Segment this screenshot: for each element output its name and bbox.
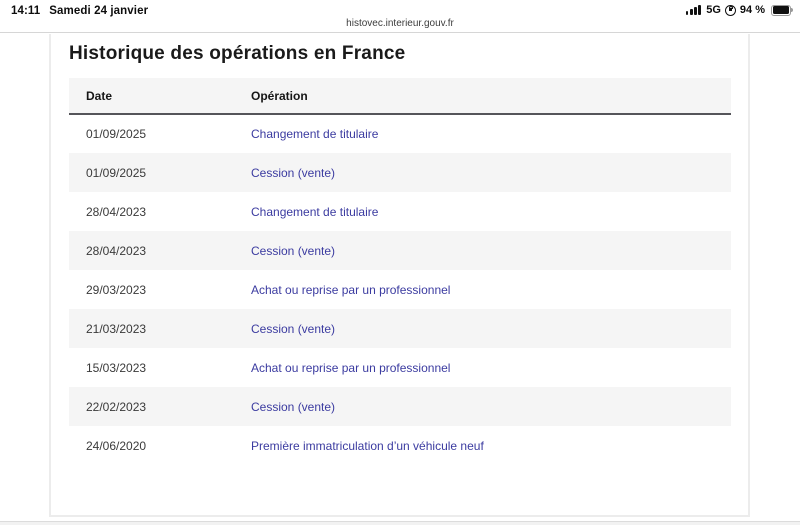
- table-row: 22/02/2023 Cession (vente): [69, 387, 731, 426]
- operation-link[interactable]: Achat ou reprise par un professionnel: [251, 282, 451, 297]
- footer-strip: [0, 521, 800, 525]
- operation-cell: Achat ou reprise par un professionnel: [234, 348, 731, 387]
- date-text: Samedi 24 janvier: [49, 5, 149, 17]
- operation-date: 01/09/2025: [86, 127, 147, 141]
- operation-link[interactable]: Changement de titulaire: [251, 204, 379, 219]
- operation-link[interactable]: Première immatriculation d’un véhicule n…: [251, 438, 484, 453]
- operation-cell: Cession (vente): [234, 387, 731, 426]
- address-bar[interactable]: histovec.interieur.gouv.fr: [346, 18, 454, 29]
- operation-cell: Changement de titulaire: [234, 192, 731, 231]
- table-row: 21/03/2023 Cession (vente): [69, 309, 731, 348]
- column-header-date: Date: [69, 78, 234, 115]
- operation-link[interactable]: Cession (vente): [251, 165, 336, 180]
- status-left: 14:11 Samedi 24 janvier: [11, 5, 148, 17]
- rotation-lock-icon: [724, 4, 736, 16]
- operation-link[interactable]: Achat ou reprise par un professionnel: [251, 360, 451, 375]
- operation-date: 01/09/2025: [86, 165, 147, 180]
- network-type-label: 5G: [706, 4, 721, 16]
- operation-date: 21/03/2023: [86, 321, 147, 336]
- operation-date: 22/02/2023: [86, 399, 147, 414]
- operation-cell: Cession (vente): [234, 153, 731, 192]
- operation-date: 15/03/2023: [86, 360, 147, 375]
- table-row: 01/09/2025 Changement de titulaire: [69, 114, 731, 153]
- table-row: 15/03/2023 Achat ou reprise par un profe…: [69, 348, 731, 387]
- operation-link[interactable]: Cession (vente): [251, 399, 336, 414]
- table-header-row: Date Opération: [69, 78, 731, 115]
- operation-link[interactable]: Cession (vente): [251, 321, 336, 336]
- operations-table: Date Opération 01/09/2025 Changement de …: [69, 78, 731, 465]
- column-header-operation: Opération: [234, 78, 731, 115]
- table-row: 01/09/2025 Cession (vente): [69, 153, 731, 192]
- operations-tbody: 01/09/2025 Changement de titulaire 01/09…: [69, 114, 731, 465]
- operation-date: 28/04/2023: [86, 204, 147, 219]
- operation-cell: Première immatriculation d’un véhicule n…: [234, 426, 731, 465]
- operation-cell: Changement de titulaire: [234, 114, 731, 153]
- table-row: 24/06/2020 Première immatriculation d’un…: [69, 426, 731, 465]
- status-right: 5G 94 %: [685, 4, 793, 16]
- battery-percent-label: 94 %: [739, 4, 765, 16]
- operation-date: 24/06/2020: [86, 438, 147, 453]
- page-title: Historique des opérations en France: [69, 43, 406, 64]
- status-bar: 14:11 Samedi 24 janvier histovec.interie…: [0, 0, 800, 33]
- content-card: Historique des opérations en France Date…: [49, 34, 750, 517]
- operation-link[interactable]: Cession (vente): [251, 243, 336, 258]
- table-row: 29/03/2023 Achat ou reprise par un profe…: [69, 270, 731, 309]
- operation-cell: Achat ou reprise par un professionnel: [234, 270, 731, 309]
- operation-date: 28/04/2023: [86, 243, 147, 258]
- operation-cell: Cession (vente): [234, 309, 731, 348]
- battery-icon: [771, 4, 793, 16]
- operation-date: 29/03/2023: [86, 282, 147, 297]
- table-row: 28/04/2023 Cession (vente): [69, 231, 731, 270]
- clock-text: 14:11: [11, 5, 41, 17]
- operation-cell: Cession (vente): [234, 231, 731, 270]
- operation-link[interactable]: Changement de titulaire: [251, 127, 379, 141]
- table-row: 28/04/2023 Changement de titulaire: [69, 192, 731, 231]
- signal-bars-icon: [685, 5, 702, 15]
